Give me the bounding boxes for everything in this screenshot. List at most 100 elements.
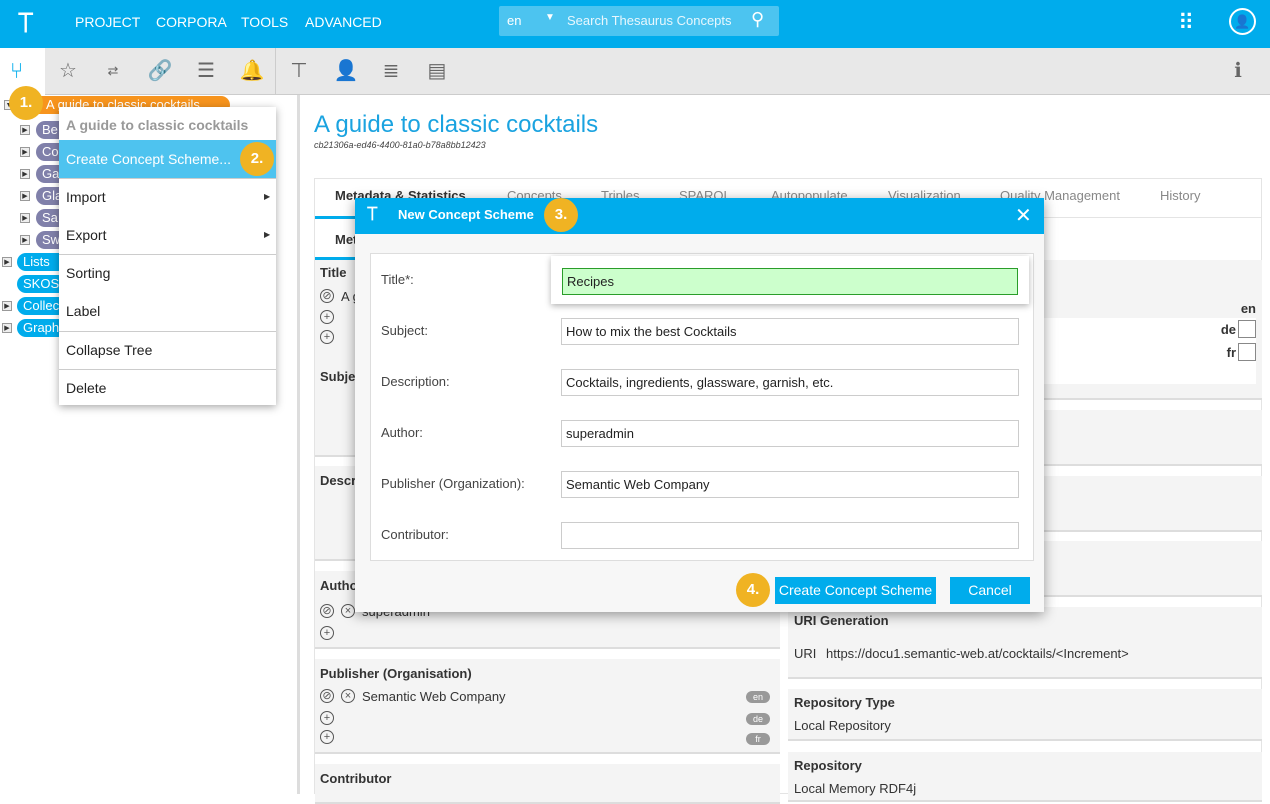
lang-badge: de xyxy=(746,713,770,725)
menu-create-concept-scheme[interactable]: Create Concept Scheme... xyxy=(59,140,276,178)
new-concept-scheme-dialog: ⟙ New Concept Scheme ✕ Title*: Recipes S… xyxy=(355,198,1044,612)
expand-toggle[interactable]: ▶ xyxy=(2,301,12,311)
edit-icon[interactable]: ⊘ xyxy=(320,689,334,703)
search-box: en ▼ Search Thesaurus Concepts ⚲ xyxy=(499,6,779,36)
app-logo-icon[interactable]: ⟙ xyxy=(18,8,34,38)
description-input[interactable]: Cocktails, ingredients, glassware, garni… xyxy=(561,369,1019,396)
menu-title: A guide to classic cocktails xyxy=(66,117,249,133)
lang-checkbox[interactable] xyxy=(1238,320,1256,338)
user-settings-icon[interactable]: 👤 xyxy=(333,60,359,82)
tree-item-collections[interactable]: Collec xyxy=(17,297,67,315)
expand-toggle[interactable]: ▶ xyxy=(20,125,30,135)
expand-toggle[interactable]: ▶ xyxy=(20,235,30,245)
menu-collapse-tree[interactable]: Collapse Tree xyxy=(66,342,153,358)
publisher-label: Publisher (Organization): xyxy=(381,476,525,491)
lang-checkbox[interactable] xyxy=(1238,343,1256,361)
info-panel-icon[interactable]: ℹ xyxy=(1234,60,1242,82)
repository-type-value: Local Repository xyxy=(794,718,891,733)
title-label: Title*: xyxy=(381,272,414,287)
expand-toggle[interactable]: ▶ xyxy=(2,257,12,267)
apps-grid-icon[interactable]: ⠿ xyxy=(1178,10,1195,35)
mapping-icon[interactable]: ⇄ xyxy=(107,63,119,78)
delete-icon[interactable]: × xyxy=(341,689,355,703)
expand-toggle[interactable]: ▶ xyxy=(2,323,12,333)
publisher-value: Semantic Web Company xyxy=(362,689,506,704)
expand-toggle[interactable]: ▶ xyxy=(20,169,30,179)
lang-label: de xyxy=(1220,322,1236,337)
menu-export[interactable]: Export xyxy=(66,227,107,243)
submenu-arrow-icon: ▶ xyxy=(264,230,271,239)
nav-tools[interactable]: TOOLS xyxy=(241,14,289,30)
section-heading: Repository xyxy=(794,758,862,773)
tree-item-lists[interactable]: Lists xyxy=(17,253,67,271)
lang-badge: fr xyxy=(746,733,770,745)
author-input[interactable]: superadmin xyxy=(561,420,1019,447)
cancel-button[interactable]: Cancel xyxy=(950,577,1030,604)
section-uri-generation: URI Generation URI https://docu1.semantic… xyxy=(788,607,1262,679)
user-avatar-icon[interactable]: 👤 xyxy=(1229,8,1256,35)
add-icon[interactable]: + xyxy=(320,310,334,324)
uri-label: URI xyxy=(794,646,817,661)
contributor-input[interactable] xyxy=(561,522,1019,549)
top-bar: ⟙ PROJECT CORPORA TOOLS ADVANCED en ▼ Se… xyxy=(0,0,1270,48)
step-badge-2: 2. xyxy=(240,142,274,176)
menu-delete[interactable]: Delete xyxy=(66,380,107,396)
lang-label: fr xyxy=(1226,345,1236,360)
description-label: Description: xyxy=(381,374,450,389)
subject-input[interactable]: How to mix the best Cocktails xyxy=(561,318,1019,345)
scheme-id: cb21306a-ed46-4400-81a0-b78a8bb12423 xyxy=(314,140,486,150)
add-icon[interactable]: + xyxy=(320,626,334,640)
tree-item-skos[interactable]: SKOS xyxy=(17,275,67,293)
list-icon[interactable]: ☰ xyxy=(197,60,215,82)
nav-project[interactable]: PROJECT xyxy=(75,14,141,30)
divider xyxy=(275,48,276,95)
section-repository: Repository Local Memory RDF4j xyxy=(788,752,1262,802)
lang-label: en xyxy=(1240,301,1256,316)
tree-item-graph[interactable]: Graph xyxy=(17,319,67,337)
create-concept-scheme-button[interactable]: Create Concept Scheme xyxy=(775,577,936,604)
language-select[interactable]: en xyxy=(507,13,522,28)
link-icon[interactable]: 🔗 xyxy=(147,60,173,82)
submenu-arrow-icon: ▶ xyxy=(264,192,271,201)
org-chart-icon[interactable]: ⊤ xyxy=(290,60,308,82)
expand-toggle[interactable]: ▶ xyxy=(20,147,30,157)
add-icon[interactable]: + xyxy=(320,730,334,744)
publisher-input[interactable]: Semantic Web Company xyxy=(561,471,1019,498)
menu-sorting[interactable]: Sorting xyxy=(66,265,111,281)
expand-toggle[interactable]: ▶ xyxy=(20,191,30,201)
database-icon[interactable]: ≣ xyxy=(382,60,400,82)
add-icon[interactable]: + xyxy=(320,330,334,344)
edit-icon[interactable]: ⊘ xyxy=(320,289,334,303)
title-input[interactable]: Recipes xyxy=(562,268,1018,295)
form-panel xyxy=(370,253,1034,561)
favorites-icon[interactable]: ☆ xyxy=(59,60,77,82)
edit-icon[interactable]: ⊘ xyxy=(320,604,334,618)
subtab-metadata[interactable]: Met xyxy=(335,232,358,247)
subject-label: Subject: xyxy=(381,323,428,338)
nav-advanced[interactable]: ADVANCED xyxy=(305,14,382,30)
contributor-label: Contributor: xyxy=(381,527,449,542)
search-input[interactable]: Search Thesaurus Concepts xyxy=(567,13,732,28)
add-icon[interactable]: + xyxy=(320,711,334,725)
bell-icon[interactable]: 🔔 xyxy=(239,60,265,82)
section-heading: Descr xyxy=(320,473,357,488)
hierarchy-tree-icon: ⑂ xyxy=(10,58,24,83)
nav-corpora[interactable]: CORPORA xyxy=(156,14,227,30)
menu-import[interactable]: Import xyxy=(66,189,106,205)
section-heading: Contributor xyxy=(320,771,392,786)
delete-icon[interactable]: × xyxy=(341,604,355,618)
server-cloud-icon[interactable]: ▤ xyxy=(427,60,447,82)
expand-toggle[interactable]: ▶ xyxy=(20,213,30,223)
menu-label[interactable]: Label xyxy=(66,303,101,319)
section-heading: URI Generation xyxy=(794,613,889,628)
section-heading: Publisher (Organisation) xyxy=(320,666,472,681)
author-label: Author: xyxy=(381,425,423,440)
close-icon[interactable]: ✕ xyxy=(1015,205,1032,227)
section-heading: Repository Type xyxy=(794,695,895,710)
toolbar: ⑂ xyxy=(0,48,1270,95)
chevron-down-icon[interactable]: ▼ xyxy=(545,12,555,23)
search-icon[interactable]: ⚲ xyxy=(751,9,765,29)
section-contributor: Contributor xyxy=(315,764,780,804)
tab-history[interactable]: History xyxy=(1160,188,1201,203)
repository-value: Local Memory RDF4j xyxy=(794,781,917,796)
